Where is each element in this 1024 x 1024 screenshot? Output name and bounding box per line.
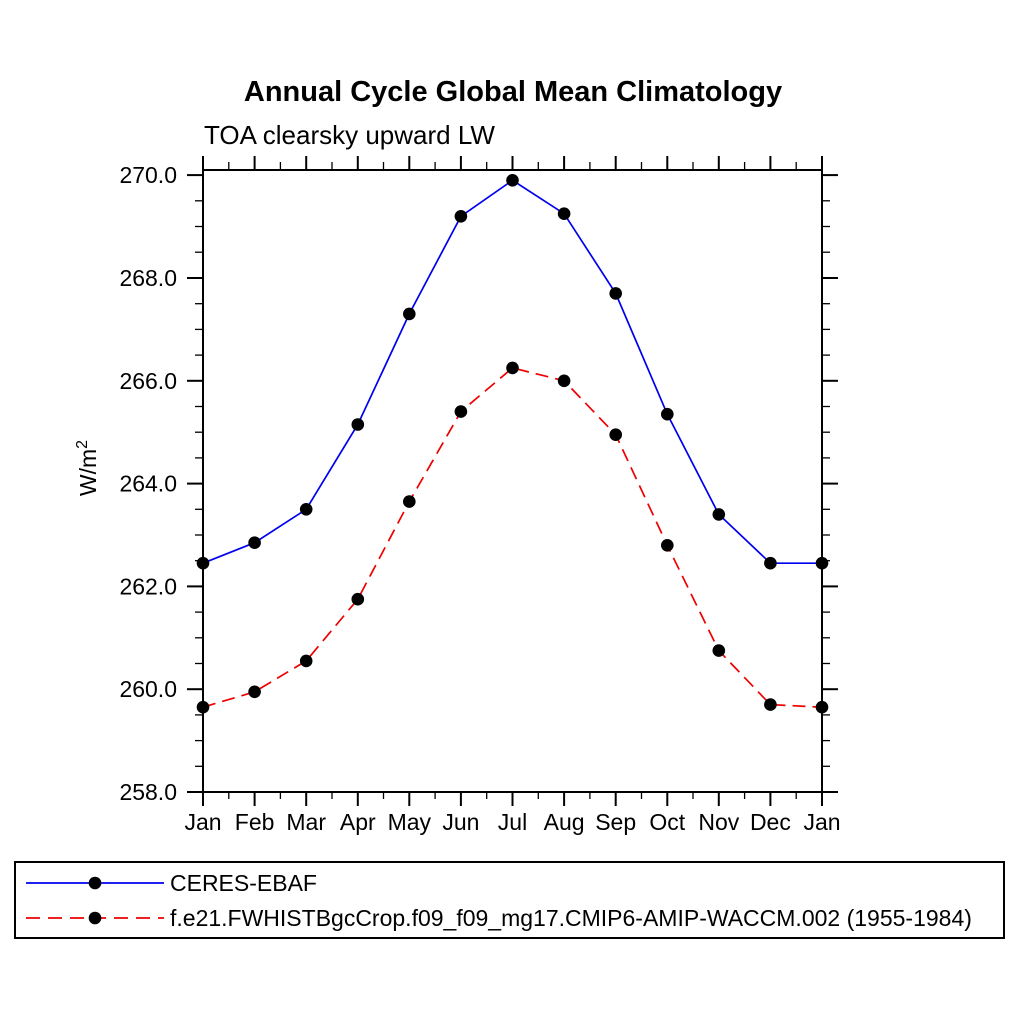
x-tick-label: Oct	[649, 809, 685, 835]
legend-item-ceres: CERES-EBAF	[16, 868, 317, 898]
series-line-model	[202, 366, 823, 709]
x-tick-label: Jan	[803, 809, 840, 835]
legend-swatch-ceres-line-icon	[26, 876, 164, 890]
legend: CERES-EBAF f.e21.FWHISTBgcCrop.f09_f09_m…	[14, 861, 1005, 939]
y-tick-label: 258.0	[119, 779, 177, 805]
x-tick-label: Jan	[184, 809, 221, 835]
x-tick-label: Nov	[698, 809, 739, 835]
x-tick-label: Dec	[750, 809, 791, 835]
x-tick-label: Jul	[498, 809, 527, 835]
x-tick-label: Feb	[235, 809, 275, 835]
x-tick-label: May	[388, 809, 432, 835]
legend-label-ceres: CERES-EBAF	[170, 869, 317, 896]
series-markers-model	[196, 361, 829, 714]
y-tick-label: 262.0	[119, 573, 177, 599]
legend-label-model: f.e21.FWHISTBgcCrop.f09_f09_mg17.CMIP6-A…	[170, 904, 972, 931]
legend-swatch-model-line-icon	[26, 911, 164, 925]
x-axis-ticks: Jan Feb Mar Apr May Jun Jul Aug Sep Oct Nov Dec Jan	[184, 156, 841, 835]
y-tick-label: 270.0	[119, 162, 177, 188]
chart-title: Annual Cycle Global Mean Climatology	[243, 76, 783, 108]
y-tick-label: 260.0	[119, 676, 177, 702]
y-tick-label: 268.0	[119, 265, 177, 291]
chart-subtitle: TOA clearsky upward LW	[204, 120, 495, 150]
x-tick-label: Jun	[442, 809, 479, 835]
series-markers-ceres	[196, 174, 829, 570]
legend-item-model: f.e21.FWHISTBgcCrop.f09_f09_mg17.CMIP6-A…	[16, 903, 972, 933]
y-axis-major-ticks: 258.0 260.0 262.0 264.0 266.0 268.0 270.0	[119, 162, 838, 805]
x-tick-label: Apr	[340, 809, 376, 835]
x-tick-label: Aug	[544, 809, 585, 835]
x-tick-label: Mar	[286, 809, 326, 835]
plot-frame	[202, 169, 823, 793]
x-tick-label: Sep	[595, 809, 636, 835]
y-tick-label: 266.0	[119, 368, 177, 394]
y-axis-minor-ticks	[195, 200, 830, 767]
y-tick-label: 264.0	[119, 471, 177, 497]
